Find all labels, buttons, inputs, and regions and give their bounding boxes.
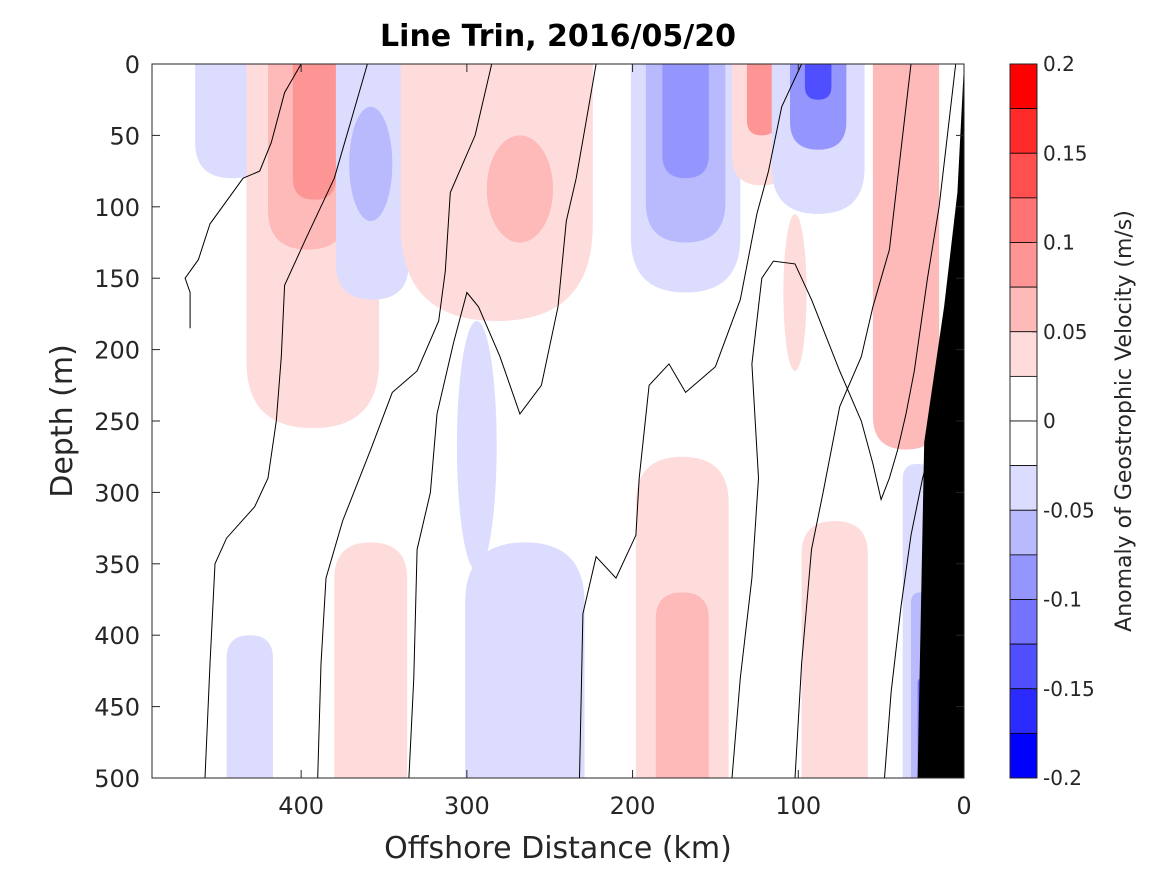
contour-fills [195,64,940,778]
colorbar-swatch [1009,375,1038,422]
colorbar-swatch [1009,63,1038,110]
colorbar-swatch [1009,688,1038,734]
x-axis-label: Offshore Distance (km) [384,831,732,866]
bathymetry-wedge [917,64,964,778]
y-axis-label: Depth (m) [45,344,80,498]
contour-region-20 [465,542,585,778]
colorbar-tick-label: -0.15 [1043,677,1095,701]
zero-contour-5 [579,64,803,778]
contour-region-17 [783,213,807,372]
contour-region-23 [655,592,709,778]
y-tick-label: 350 [94,551,140,579]
colorbar-label: Anomaly of Geostrophic Velocity (m/s) [1112,210,1137,632]
y-tick-label: 450 [94,694,140,722]
colorbar-swatch [1009,420,1038,467]
y-tick-label: 150 [94,265,140,293]
y-tick-label: 500 [94,765,140,793]
y-tick-label: 400 [94,622,140,650]
colorbar-swatch [1009,732,1038,779]
y-tick-label: 100 [94,194,140,222]
colorbar-swatch [1009,197,1038,243]
colorbar-tick-label: 0.05 [1043,320,1088,344]
colorbar-swatch [1009,643,1038,690]
chart-title: Line Trin, 2016/05/20 [380,19,736,54]
y-tick-label: 300 [94,479,140,507]
colorbar-swatch [1009,286,1038,333]
colorbar-swatch [1009,509,1038,556]
zero-contour-3 [317,64,493,778]
x-axis: 400 300 200 100 0 [278,64,972,820]
bathymetry-mask [917,64,964,778]
colorbar-tick-label: 0.15 [1043,141,1088,165]
colorbar-swatch [1009,152,1038,199]
contour-region-13 [746,64,777,136]
y-axis: 0 50 100 150 200 250 300 350 400 450 500 [94,51,964,793]
y-tick-label: 250 [94,408,140,436]
zero-contour-7 [794,64,912,778]
contour-region-8 [486,135,554,243]
contour-region-24 [801,520,868,778]
colorbar-swatch [1009,465,1038,511]
colorbar-tick-label: -0.2 [1043,766,1082,790]
x-tick-label: 400 [278,792,324,820]
colorbar-tick-label: -0.1 [1043,588,1082,612]
contour-region-19 [456,321,497,571]
zero-contour-1 [184,64,302,329]
colorbar: 0.2 0.15 0.1 0.05 0 -0.05 -0.1 -0.15 -0.2 [1009,52,1095,790]
contour-region-25 [226,635,273,778]
x-tick-label: 200 [610,792,656,820]
zero-contour-2 [204,64,368,778]
colorbar-tick-label: 0 [1043,409,1056,433]
zero-contour-4 [408,64,597,778]
zero-contour-6 [731,64,957,778]
contour-region-15 [790,64,847,150]
contour-region-16 [804,64,832,100]
contour-region-4 [292,64,336,200]
colorbar-swatch [1009,599,1038,645]
x-tick-label: 100 [775,792,821,820]
x-tick-label: 0 [956,792,971,820]
colorbar-swatch [1009,242,1038,288]
colorbar-swatch [1009,554,1038,600]
y-tick-label: 0 [125,51,140,79]
contour-region-18 [872,64,940,450]
y-tick-label: 50 [109,122,140,150]
colorbar-swatch [1009,331,1038,377]
colorbar-tick-label: -0.05 [1043,498,1095,522]
colorbar-tick-label: 0.2 [1043,52,1075,76]
contour-region-11 [662,64,709,179]
contour-region-6 [349,106,393,222]
colorbar-swatch [1009,108,1038,154]
contour-region-21 [334,542,408,778]
y-tick-label: 200 [94,337,140,365]
x-tick-label: 300 [444,792,490,820]
colorbar-tick-label: 0.1 [1043,231,1075,255]
